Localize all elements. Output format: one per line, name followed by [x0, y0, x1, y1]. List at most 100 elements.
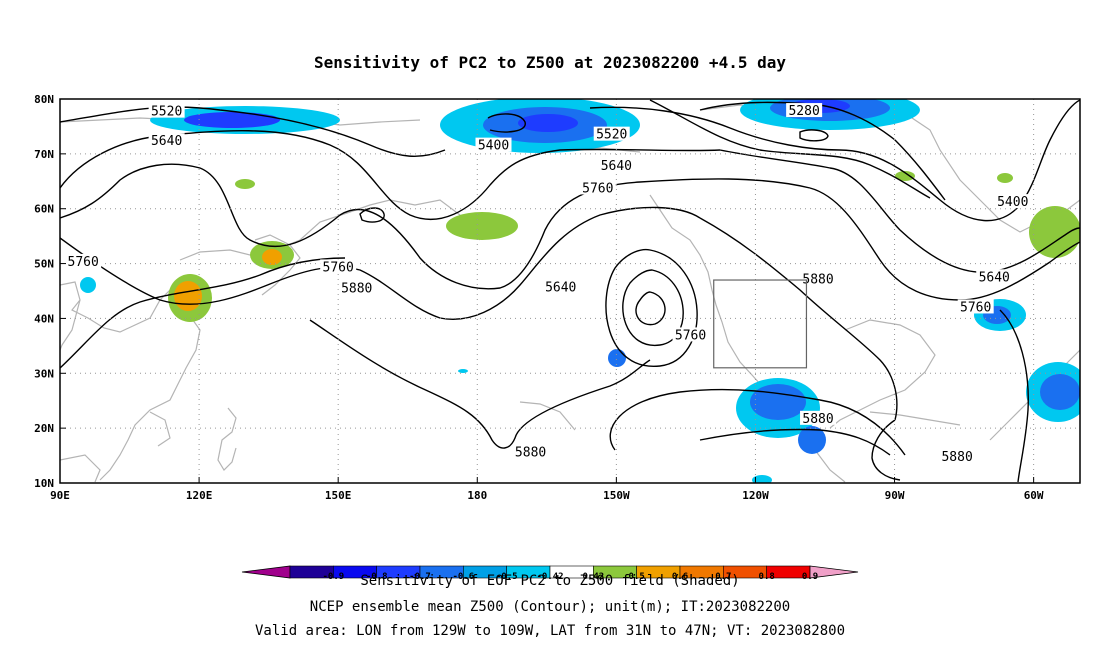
contour-label-10: 5760 [675, 328, 706, 343]
colorbar-level-3: -0.6 [452, 572, 474, 582]
contour-label-5: 5400 [478, 139, 509, 154]
contour-label-6: 5520 [596, 128, 627, 143]
shade-orange-china [174, 281, 202, 311]
y-tick-label-1: 70N [34, 148, 54, 161]
contour-label-bg-11 [786, 103, 823, 118]
grid-lines [60, 99, 1080, 483]
contour-label-0: 5520 [151, 105, 182, 120]
colorbar-level-8: 0.6 [672, 572, 688, 582]
contour-5280-inner [799, 129, 829, 142]
shade-blue-mexico [750, 384, 806, 420]
contour-label-7: 5640 [601, 159, 632, 174]
contour-5880-nam [699, 217, 898, 421]
y-tick-label-0: 80N [34, 93, 54, 106]
contour-label-2: 5760 [68, 255, 99, 270]
contour-label-bg-10 [672, 327, 709, 342]
contour-5880-subtrop [609, 388, 906, 456]
colorbar-level-0: -0.9 [322, 572, 344, 582]
contour-lowcenter-3 [605, 248, 698, 367]
contour-5880-east [699, 428, 891, 456]
contour-5400-east [589, 99, 1080, 222]
contour-label-16: 5880 [515, 445, 546, 460]
contour-label-bg-12 [994, 194, 1031, 209]
colorbar-level-2: -0.7 [409, 572, 431, 582]
contour-label-11: 5280 [788, 104, 819, 119]
map-content: 5520 5640 5760 5760 5880 5400 5520 5640 5760 5640… [60, 99, 1080, 483]
contour-label-bg-5 [475, 137, 512, 152]
contour-5880-ne [999, 309, 1029, 483]
contour-label-bg-3 [320, 259, 357, 274]
contour-label-bg-2 [65, 253, 102, 268]
contour-5280 [699, 101, 946, 201]
contour-5520-east [649, 99, 931, 199]
y-tick-label-4: 40N [34, 312, 54, 325]
shade-green-greenland [997, 173, 1013, 183]
colorbar-level-5: -0.42 [536, 572, 563, 582]
valid-area-box [713, 279, 808, 369]
sensitivity-shading [80, 99, 1080, 483]
contour-5520-west [60, 106, 446, 158]
shade-green-siberia [235, 179, 255, 189]
colorbar-level-10: 0.8 [759, 572, 775, 582]
contour-label-18: 5880 [941, 450, 972, 465]
colorbar-level-6: 0.42 [582, 572, 604, 582]
figure-title: Sensitivity of PC2 to Z500 at 2023082200… [314, 53, 786, 72]
x-tick-label-5: 120W [742, 489, 769, 502]
y-tick-label-3: 50N [34, 258, 54, 271]
contour-lowcenter-2 [622, 269, 684, 346]
contour-label-bg-13 [976, 269, 1013, 284]
shade-blue-east-pacific [608, 349, 626, 367]
contour-label-13: 5640 [979, 270, 1010, 285]
colorbar-high-arrow [809, 565, 859, 579]
contour-label-bg-15 [800, 271, 837, 286]
contour-label-9: 5640 [545, 281, 576, 296]
y-tick-label-6: 20N [34, 422, 54, 435]
contour-label-bg-1 [148, 133, 185, 148]
x-tick-label-6: 90W [885, 489, 905, 502]
shade-blue-central-america [798, 426, 826, 454]
shade-cyan-tiny [458, 369, 468, 373]
map-frame [59, 98, 1081, 484]
footer-line-3: Valid area: LON from 129W to 109W, LAT f… [255, 623, 845, 639]
contour-label-bg-8 [579, 180, 616, 195]
contour-5880-pacific [309, 319, 651, 449]
contour-label-1: 5640 [151, 134, 182, 149]
contour-lowcenter-1 [635, 291, 666, 326]
y-tick-label-5: 30N [34, 367, 54, 380]
contour-label-bg-4 [338, 280, 375, 295]
contour-label-4: 5880 [341, 281, 372, 296]
shade-green-canada [895, 171, 915, 181]
colorbar-level-1: -0.8 [366, 572, 388, 582]
colorbar-level-7: 0.5 [629, 572, 645, 582]
y-tick-label-2: 60N [34, 203, 54, 216]
shade-cyan-central-asia [80, 277, 96, 293]
map-panel: 5520 5640 5760 5760 5880 5400 5520 5640 5760 5640… [34, 93, 1081, 502]
x-tick-label-2: 150E [325, 489, 352, 502]
shade-blue-arctic-west [184, 112, 280, 128]
contour-5400-bering [487, 113, 526, 133]
contour-label-3: 5760 [323, 260, 354, 275]
x-tick-label-1: 120E [186, 489, 213, 502]
x-axis-ticks: 90E 120E 150E 180 150W 120W 90W 60W [50, 477, 1044, 502]
colorbar-low-arrow [241, 565, 291, 579]
shade-green-north-pacific [446, 212, 518, 240]
contour-5880-se [871, 419, 901, 481]
x-tick-label-3: 180 [467, 489, 487, 502]
contour-label-12: 5400 [997, 195, 1028, 210]
contour-label-bg-18 [939, 449, 976, 464]
colorbar: -0.9 -0.8 -0.7 -0.6 -0.5 -0.42 0.42 0.5 0.6 0.7 0.… [241, 565, 859, 582]
contour-label-bg-16 [512, 444, 549, 459]
footer-line-2: NCEP ensemble mean Z500 (Contour); unit(… [310, 599, 790, 615]
contour-small-siberia [359, 207, 385, 223]
contour-5880-b [60, 257, 346, 369]
colorbar-level-9: 0.7 [715, 572, 731, 582]
contour-label-bg-6 [593, 126, 630, 141]
contour-label-14: 5760 [960, 300, 991, 315]
x-tick-label-0: 90E [50, 489, 70, 502]
shade-cyan-south [752, 475, 772, 483]
contour-label-bg-17 [800, 410, 837, 425]
shade-green-atlantic [1029, 206, 1080, 258]
contour-5640-east [719, 149, 1080, 274]
contour-label-15: 5880 [802, 272, 833, 287]
